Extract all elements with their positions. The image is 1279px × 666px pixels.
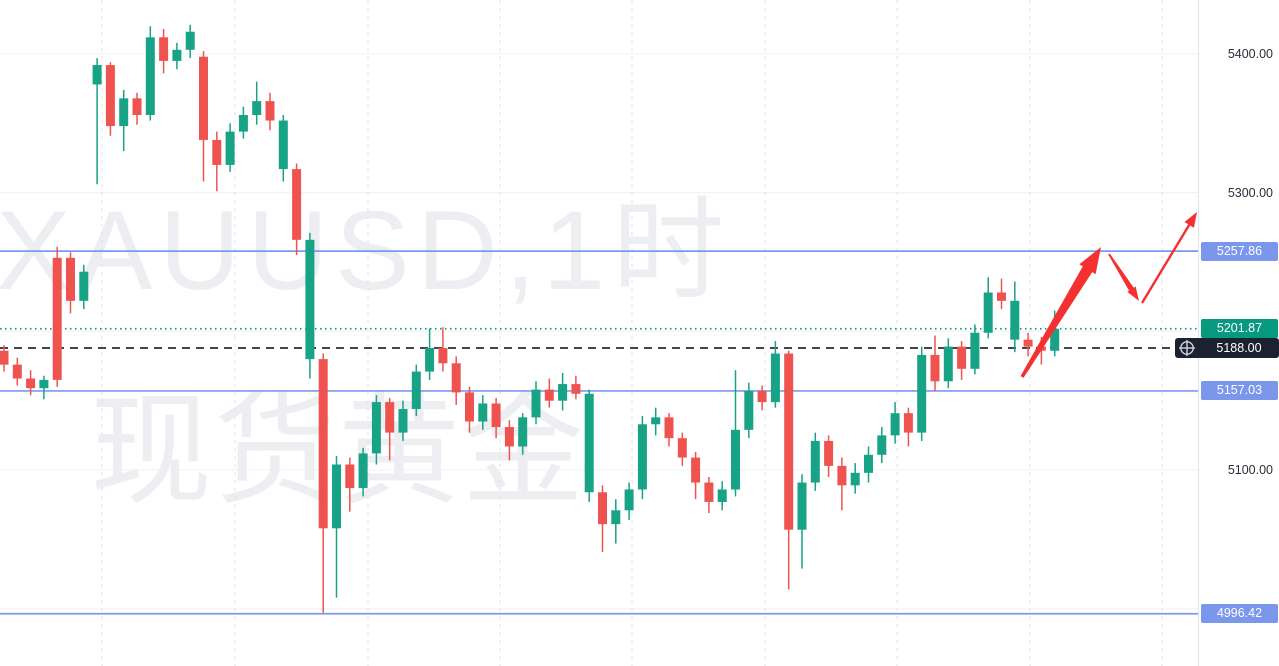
candle [278, 114, 288, 182]
candle [491, 397, 501, 439]
candle [717, 481, 727, 511]
lower-support-badge: 4996.42 [1201, 604, 1278, 624]
candle [398, 400, 408, 441]
candle [252, 81, 262, 125]
candle [797, 474, 807, 569]
candle [558, 372, 568, 411]
candle [145, 26, 155, 121]
forecast-arrow-up-1[interactable] [1020, 247, 1102, 378]
candle [292, 163, 302, 256]
candle [917, 346, 927, 441]
candle [810, 432, 820, 491]
candle [850, 463, 860, 494]
candle [265, 92, 275, 131]
candle [997, 278, 1006, 310]
candle [504, 420, 514, 461]
candle [451, 356, 461, 405]
candle [79, 264, 89, 310]
resistance-upper-badge: 5257.86 [1201, 241, 1278, 261]
candle [411, 364, 421, 416]
forecast-arrow-up-2[interactable] [1140, 220, 1193, 304]
candle [305, 232, 315, 379]
support-badge: 5157.03 [1201, 381, 1278, 401]
candle [930, 335, 940, 391]
candle [864, 446, 873, 483]
candle [66, 252, 75, 314]
candle [757, 385, 767, 411]
candle [983, 277, 993, 339]
axis-label-5400.00: 5400.00 [1227, 46, 1273, 61]
candle [332, 456, 341, 598]
price-axis[interactable]: 5188.00 5400.00 5300.00 5100.00 5257.86 5201… [1175, 0, 1279, 666]
candle [318, 353, 328, 613]
candle [691, 452, 701, 500]
candle [172, 42, 182, 70]
candle [611, 499, 621, 544]
candle [105, 62, 115, 136]
candle [39, 375, 49, 400]
candle [478, 395, 488, 430]
candle [571, 375, 581, 400]
forecast-arrow-down[interactable] [1108, 253, 1139, 302]
candle [824, 435, 834, 477]
candle [943, 338, 953, 389]
candle [677, 432, 687, 466]
candle [890, 402, 900, 444]
candle [225, 123, 235, 172]
axis-label-5300.00: 5300.00 [1227, 185, 1273, 200]
candle [531, 381, 541, 425]
candle [651, 407, 661, 436]
crosshair-circle-icon [1179, 340, 1195, 356]
candle [957, 341, 967, 380]
candle [877, 427, 887, 464]
candle [731, 370, 740, 497]
candle [624, 482, 634, 520]
candle [12, 357, 22, 386]
price-level-lines [0, 250, 1198, 615]
candle [770, 341, 780, 408]
candle [385, 397, 395, 461]
candle [371, 395, 381, 465]
candle [26, 370, 36, 396]
candle [92, 58, 102, 185]
crossline-price-badge[interactable]: 5188.00 [1175, 338, 1279, 358]
axis-label-5100.00: 5100.00 [1227, 463, 1273, 478]
candle [1010, 281, 1020, 353]
gridlines [0, 0, 1198, 666]
candle [970, 324, 980, 375]
candle [358, 447, 368, 497]
candle [438, 327, 448, 372]
candle [518, 413, 528, 455]
candle [704, 476, 714, 514]
candle [185, 24, 195, 59]
candle [784, 350, 794, 590]
candle [544, 378, 554, 408]
forecast-arrows-drawing[interactable] [1020, 212, 1198, 378]
candle [744, 382, 754, 439]
candle [425, 328, 435, 380]
candle [159, 28, 169, 74]
crossline-price-text: 5188.00 [1216, 341, 1262, 355]
candle [212, 131, 222, 192]
candle [837, 457, 847, 511]
candle [52, 246, 62, 387]
candle [199, 51, 208, 182]
candle [0, 345, 9, 372]
candle [119, 90, 129, 152]
candle [664, 413, 674, 447]
last-price-badge: 5201.87 [1201, 319, 1278, 339]
candle [465, 386, 474, 433]
candle [345, 457, 355, 512]
candle [238, 106, 248, 139]
candle [903, 407, 913, 447]
candlestick-series [0, 24, 1060, 613]
candle [1023, 332, 1033, 357]
candle [637, 415, 647, 500]
candle [598, 485, 607, 552]
forecast-arrow-up-2-head[interactable] [1184, 212, 1198, 228]
candle [132, 92, 142, 125]
candle [584, 389, 594, 502]
